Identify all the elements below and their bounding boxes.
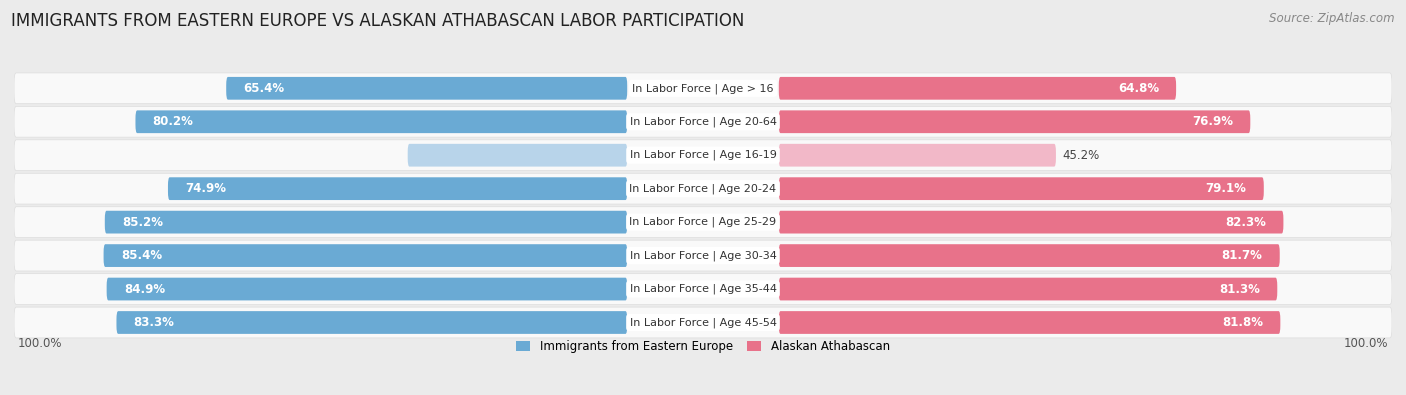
FancyBboxPatch shape [14, 106, 1392, 137]
Legend: Immigrants from Eastern Europe, Alaskan Athabascan: Immigrants from Eastern Europe, Alaskan … [516, 340, 890, 353]
Text: 81.7%: 81.7% [1222, 249, 1263, 262]
FancyBboxPatch shape [779, 211, 1284, 233]
Text: 80.2%: 80.2% [153, 115, 194, 128]
Text: 100.0%: 100.0% [1344, 337, 1389, 350]
FancyBboxPatch shape [14, 140, 1392, 171]
FancyBboxPatch shape [14, 274, 1392, 305]
Text: In Labor Force | Age 35-44: In Labor Force | Age 35-44 [630, 284, 776, 294]
FancyBboxPatch shape [14, 173, 1392, 204]
FancyBboxPatch shape [14, 307, 1392, 338]
Text: 64.8%: 64.8% [1118, 82, 1159, 95]
FancyBboxPatch shape [104, 244, 627, 267]
FancyBboxPatch shape [135, 110, 627, 133]
Text: Source: ZipAtlas.com: Source: ZipAtlas.com [1270, 12, 1395, 25]
FancyBboxPatch shape [105, 211, 627, 233]
FancyBboxPatch shape [107, 278, 627, 301]
FancyBboxPatch shape [779, 311, 1281, 334]
Text: 35.8%: 35.8% [634, 149, 671, 162]
FancyBboxPatch shape [779, 278, 1277, 301]
Text: 85.4%: 85.4% [121, 249, 162, 262]
FancyBboxPatch shape [117, 311, 627, 334]
Text: 81.3%: 81.3% [1219, 282, 1260, 295]
Text: 65.4%: 65.4% [243, 82, 284, 95]
Text: 81.8%: 81.8% [1222, 316, 1263, 329]
FancyBboxPatch shape [779, 110, 1250, 133]
Text: 85.2%: 85.2% [122, 216, 163, 229]
FancyBboxPatch shape [167, 177, 627, 200]
FancyBboxPatch shape [14, 240, 1392, 271]
Text: 79.1%: 79.1% [1206, 182, 1247, 195]
Text: 76.9%: 76.9% [1192, 115, 1233, 128]
Text: 84.9%: 84.9% [124, 282, 165, 295]
FancyBboxPatch shape [779, 77, 1175, 100]
Text: In Labor Force | Age 45-54: In Labor Force | Age 45-54 [630, 317, 776, 328]
FancyBboxPatch shape [408, 144, 627, 167]
Text: In Labor Force | Age 16-19: In Labor Force | Age 16-19 [630, 150, 776, 160]
Text: In Labor Force | Age 20-24: In Labor Force | Age 20-24 [630, 183, 776, 194]
Text: 82.3%: 82.3% [1225, 216, 1267, 229]
Text: In Labor Force | Age 20-64: In Labor Force | Age 20-64 [630, 117, 776, 127]
Text: 83.3%: 83.3% [134, 316, 174, 329]
FancyBboxPatch shape [779, 144, 1056, 167]
Text: In Labor Force | Age 30-34: In Labor Force | Age 30-34 [630, 250, 776, 261]
FancyBboxPatch shape [779, 244, 1279, 267]
Text: IMMIGRANTS FROM EASTERN EUROPE VS ALASKAN ATHABASCAN LABOR PARTICIPATION: IMMIGRANTS FROM EASTERN EUROPE VS ALASKA… [11, 12, 745, 30]
Text: In Labor Force | Age > 16: In Labor Force | Age > 16 [633, 83, 773, 94]
Text: 100.0%: 100.0% [17, 337, 62, 350]
Text: 45.2%: 45.2% [1063, 149, 1099, 162]
FancyBboxPatch shape [779, 177, 1264, 200]
Text: 74.9%: 74.9% [186, 182, 226, 195]
FancyBboxPatch shape [14, 73, 1392, 103]
FancyBboxPatch shape [226, 77, 627, 100]
FancyBboxPatch shape [14, 207, 1392, 237]
Text: In Labor Force | Age 25-29: In Labor Force | Age 25-29 [630, 217, 776, 228]
